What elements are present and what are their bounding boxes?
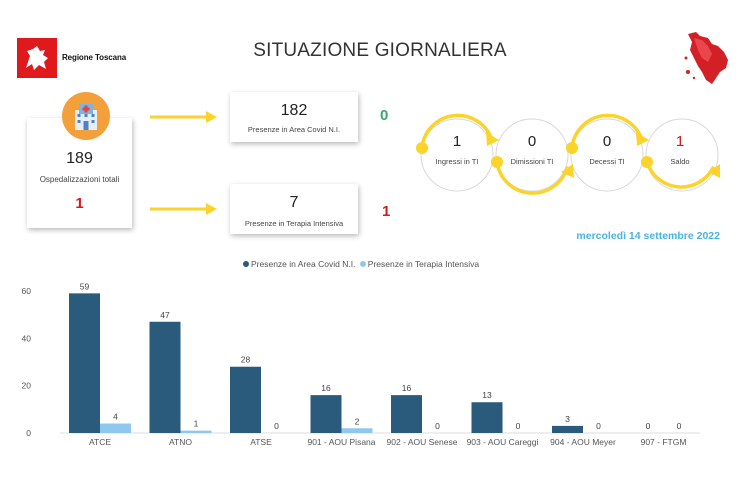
data-label: 16 bbox=[402, 383, 412, 393]
area-covid-card bbox=[230, 92, 358, 142]
bar bbox=[149, 321, 181, 433]
terapia-intensiva-value: 7 bbox=[289, 194, 299, 211]
icu-flow-diagram bbox=[416, 113, 720, 195]
data-label: 47 bbox=[160, 310, 170, 320]
data-label: 59 bbox=[80, 281, 90, 291]
data-label: 16 bbox=[321, 383, 331, 393]
x-tick-label: 902 - AOU Senese bbox=[387, 437, 458, 447]
data-label: 0 bbox=[646, 421, 651, 431]
terapia-intensiva-card bbox=[230, 184, 358, 234]
area-covid-label: Presenze in Area Covid N.I. bbox=[247, 125, 341, 134]
terapia-intensiva-label: Presenze in Terapia Intensiva bbox=[244, 219, 344, 228]
legend-label-terapia-intensiva: Presenze in Terapia Intensiva bbox=[367, 259, 480, 269]
x-tick-label: ATNO bbox=[169, 437, 192, 447]
arrow-right-icon bbox=[150, 111, 217, 123]
y-tick-label: 60 bbox=[22, 286, 32, 296]
area-covid-delta: 0 bbox=[380, 107, 389, 124]
data-label: 28 bbox=[241, 355, 251, 365]
x-tick-label: 907 - FTGM bbox=[641, 437, 687, 447]
legend-marker-area-covid bbox=[243, 261, 249, 267]
x-tick-label: 904 - AOU Meyer bbox=[550, 437, 616, 447]
data-label: 0 bbox=[596, 421, 601, 431]
bar bbox=[100, 423, 131, 433]
y-tick-label: 40 bbox=[22, 333, 32, 343]
data-label: 0 bbox=[274, 421, 279, 431]
dimissioni-ti-value: 0 bbox=[527, 133, 537, 150]
bar bbox=[341, 428, 373, 433]
data-label: 1 bbox=[194, 419, 199, 429]
bar bbox=[69, 293, 100, 433]
decessi-ti-value: 0 bbox=[602, 133, 612, 150]
report-date: mercoledì 14 settembre 2022 bbox=[576, 230, 720, 242]
data-label: 0 bbox=[677, 421, 682, 431]
x-tick-label: ATSE bbox=[250, 437, 272, 447]
x-tick-label: ATCE bbox=[89, 437, 111, 447]
bar bbox=[310, 395, 342, 433]
total-hospitalizations-label: Ospedalizzazioni totali bbox=[39, 175, 120, 184]
bar bbox=[230, 366, 261, 433]
area-covid-value: 182 bbox=[280, 102, 308, 119]
y-tick-label: 0 bbox=[26, 428, 31, 438]
tuscany-map-icon bbox=[682, 28, 732, 86]
regione-toscana-logo bbox=[17, 38, 57, 78]
legend-marker-terapia-intensiva bbox=[359, 261, 366, 267]
data-label: 0 bbox=[435, 421, 440, 431]
chart-legend: Presenze in Area Covid N.I. Presenze in … bbox=[243, 259, 479, 269]
data-label: 4 bbox=[113, 412, 118, 422]
legend-label-area-covid: Presenze in Area Covid N.I. bbox=[251, 259, 356, 269]
bar bbox=[552, 425, 583, 433]
bar bbox=[391, 395, 422, 433]
hospital-icon bbox=[62, 92, 110, 140]
saldo-label: Saldo bbox=[670, 157, 690, 166]
data-label: 2 bbox=[355, 416, 360, 426]
x-tick-label: 901 - AOU Pisana bbox=[307, 437, 375, 447]
x-tick-label: 903 - AOU Careggi bbox=[467, 437, 539, 447]
total-hospitalizations-value: 189 bbox=[66, 150, 93, 167]
logo-text: Regione Toscana bbox=[62, 53, 127, 62]
total-hospitalizations-delta: 1 bbox=[75, 195, 84, 212]
terapia-intensiva-delta: 1 bbox=[382, 203, 391, 220]
ingressi-ti-label: Ingressi in TI bbox=[435, 157, 479, 166]
y-tick-label: 20 bbox=[22, 381, 32, 391]
data-label: 13 bbox=[482, 390, 492, 400]
data-label: 3 bbox=[565, 414, 570, 424]
ingressi-ti-value: 1 bbox=[452, 133, 462, 150]
bar bbox=[471, 402, 503, 433]
data-label: 0 bbox=[516, 421, 521, 431]
page-title: SITUAZIONE GIORNALIERA bbox=[253, 40, 507, 61]
bar bbox=[180, 430, 212, 433]
arrow-right-icon bbox=[150, 203, 217, 215]
dimissioni-ti-label: Dimissioni TI bbox=[510, 157, 554, 166]
saldo-value: 1 bbox=[675, 133, 685, 150]
decessi-ti-label: Decessi TI bbox=[589, 157, 625, 166]
